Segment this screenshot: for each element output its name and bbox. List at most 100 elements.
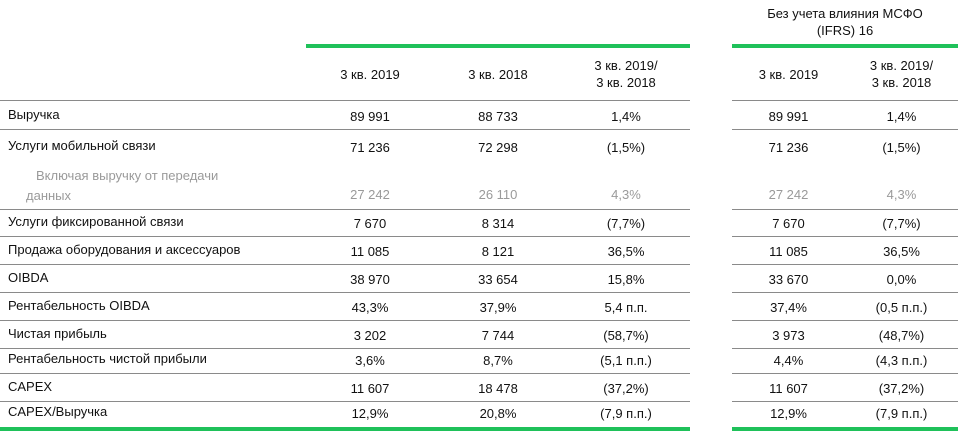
cell-q3-2019: 89 991 <box>350 109 390 124</box>
row-label: CAPEX/Выручка <box>8 404 108 419</box>
cell-q3-2019: 12,9% <box>351 406 389 421</box>
row-divider <box>0 236 690 237</box>
ifrs-group-title: Без учета влияния МСФО (IFRS) 16 <box>732 5 958 39</box>
cell-ifrs-change: 4,3% <box>886 187 917 202</box>
ifrs-col-header-q3-2019: 3 кв. 2019 <box>758 67 819 82</box>
cell-q3-2018: 18 478 <box>478 381 518 396</box>
cell-ifrs-q3-2019: 11 085 <box>769 244 808 259</box>
cell-ifrs-change: (7,9 п.п.) <box>875 406 928 421</box>
row-label: Продажа оборудования и аксессуаров <box>8 242 241 257</box>
header-accent-bar-ifrs <box>732 44 958 48</box>
header-divider <box>0 100 690 101</box>
row-divider <box>0 292 690 293</box>
cell-change: (5,1 п.п.) <box>600 353 652 368</box>
row-divider <box>0 209 690 210</box>
cell-q3-2018: 72 298 <box>478 140 518 155</box>
ifrs-title-line2: (IFRS) 16 <box>816 23 874 38</box>
row-label: Рентабельность чистой прибыли <box>8 351 207 366</box>
row-label: Включая выручку от передачи данных <box>26 166 219 206</box>
cell-q3-2019: 43,3% <box>351 300 389 315</box>
cell-ifrs-change: 0,0% <box>886 272 917 287</box>
cell-change: 4,3% <box>611 187 641 202</box>
cell-q3-2019: 27 242 <box>350 187 390 202</box>
row-label-line2: данных <box>26 188 72 203</box>
row-divider-ifrs <box>732 209 958 210</box>
cell-ifrs-change: 1,4% <box>886 109 917 124</box>
cell-q3-2019: 7 670 <box>353 216 387 231</box>
ifrs-col-header-change-line1: 3 кв. 2019/ <box>869 58 934 73</box>
cell-ifrs-change: (37,2%) <box>878 381 925 396</box>
row-label: CAPEX <box>8 379 53 394</box>
cell-q3-2018: 7 744 <box>481 328 515 343</box>
header-divider-ifrs <box>732 100 958 101</box>
row-label: Услуги фиксированной связи <box>8 214 184 229</box>
cell-ifrs-q3-2019: 33 670 <box>768 272 809 287</box>
cell-ifrs-change: (48,7%) <box>878 328 925 343</box>
row-label: Выручка <box>8 107 60 122</box>
cell-change: (37,2%) <box>603 381 649 396</box>
cell-ifrs-q3-2019: 12,9% <box>770 406 807 421</box>
cell-ifrs-q3-2019: 37,4% <box>770 300 807 315</box>
cell-ifrs-q3-2019: 71 236 <box>768 140 809 155</box>
cell-ifrs-change: (1,5%) <box>882 140 921 155</box>
cell-q3-2019: 3 202 <box>353 328 387 343</box>
row-divider-ifrs <box>732 292 958 293</box>
cell-change: (58,7%) <box>603 328 649 343</box>
row-divider <box>0 348 690 349</box>
cell-q3-2019: 11 607 <box>350 381 390 396</box>
cell-q3-2019: 11 085 <box>350 244 390 259</box>
row-divider <box>0 129 690 130</box>
cell-q3-2018: 37,9% <box>479 300 517 315</box>
cell-q3-2018: 8 314 <box>481 216 515 231</box>
cell-ifrs-q3-2019: 27 242 <box>768 187 809 202</box>
ifrs-col-header-change-line2: 3 кв. 2018 <box>871 75 932 90</box>
row-divider <box>0 401 690 402</box>
row-divider-ifrs <box>732 348 958 349</box>
cell-ifrs-change: (7,7%) <box>882 216 921 231</box>
cell-ifrs-q3-2019: 89 991 <box>768 109 809 124</box>
cell-change: (7,7%) <box>606 216 646 231</box>
cell-q3-2019: 3,6% <box>355 353 385 368</box>
cell-q3-2019: 71 236 <box>350 140 390 155</box>
cell-ifrs-q3-2019: 7 670 <box>772 216 805 231</box>
cell-q3-2018: 26 110 <box>478 187 518 202</box>
row-divider <box>0 373 690 374</box>
col-header-change: 3 кв. 2019/ 3 кв. 2018 <box>562 57 690 91</box>
cell-q3-2018: 8,7% <box>483 353 513 368</box>
cell-ifrs-q3-2019: 11 607 <box>769 381 808 396</box>
cell-change: 15,8% <box>607 272 645 287</box>
col-header-change-line2: 3 кв. 2018 <box>596 75 656 90</box>
row-label-line1: Включая выручку от передачи <box>36 168 219 183</box>
cell-ifrs-change: (0,5 п.п.) <box>875 300 928 315</box>
row-label: Услуги мобильной связи <box>8 138 156 153</box>
row-label: Рентабельность OIBDA <box>8 298 150 313</box>
ifrs-title-line1: Без учета влияния МСФО <box>767 6 923 21</box>
cell-change: (1,5%) <box>606 140 646 155</box>
cell-q3-2019: 38 970 <box>350 272 390 287</box>
cell-change: (7,9 п.п.) <box>600 406 652 421</box>
header-accent-bar-main <box>306 44 690 48</box>
cell-q3-2018: 20,8% <box>479 406 517 421</box>
col-header-change-line1: 3 кв. 2019/ <box>594 58 658 73</box>
cell-q3-2018: 8 121 <box>481 244 515 259</box>
cell-ifrs-q3-2019: 3 973 <box>772 328 805 343</box>
cell-change: 5,4 п.п. <box>604 300 648 315</box>
cell-ifrs-change: (4,3 п.п.) <box>875 353 928 368</box>
footer-accent-bar-main <box>0 427 690 431</box>
col-header-q3-2018: 3 кв. 2018 <box>468 67 528 82</box>
ifrs-col-header-change: 3 кв. 2019/ 3 кв. 2018 <box>845 57 958 91</box>
cell-ifrs-q3-2019: 4,4% <box>773 353 804 368</box>
row-label: OIBDA <box>8 270 49 285</box>
row-divider <box>0 264 690 265</box>
row-divider-ifrs <box>732 320 958 321</box>
col-header-q3-2019: 3 кв. 2019 <box>340 67 400 82</box>
cell-change: 1,4% <box>611 109 641 124</box>
cell-q3-2018: 33 654 <box>478 272 518 287</box>
row-divider-ifrs <box>732 264 958 265</box>
footer-accent-bar-ifrs <box>732 427 958 431</box>
row-divider-ifrs <box>732 236 958 237</box>
cell-ifrs-change: 36,5% <box>883 244 920 259</box>
cell-change: 36,5% <box>607 244 645 259</box>
row-divider-ifrs <box>732 373 958 374</box>
